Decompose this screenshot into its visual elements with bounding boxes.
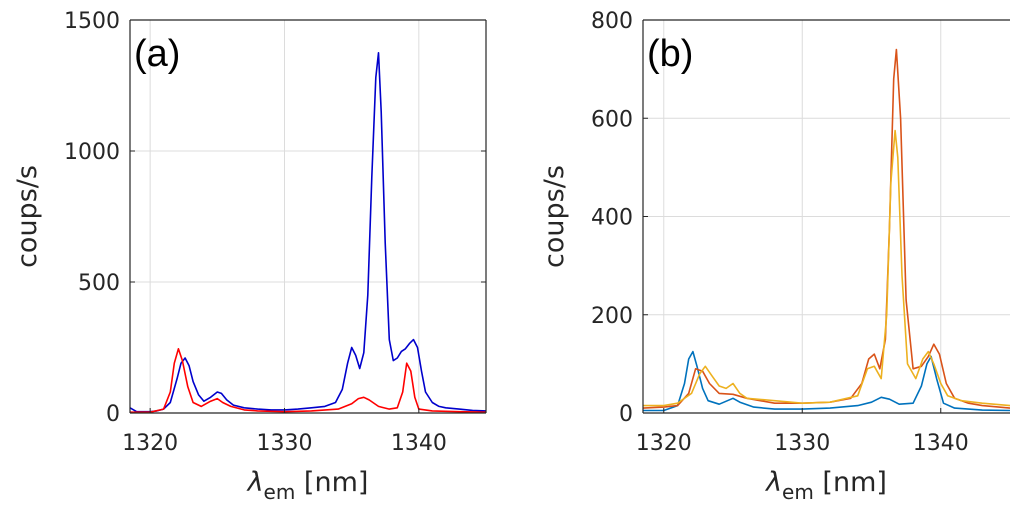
y-axis-label: coups/s xyxy=(12,165,43,268)
y-tick-label: 200 xyxy=(591,304,633,329)
panel-label: (a) xyxy=(134,33,180,75)
panel-a: 1320 1330 1340 0 500 1000 1500 (a) coups/s λem [n… xyxy=(12,9,486,504)
panel-b: 1320 1330 1340 0 200 400 600 800 (b) coups/s λem [… xyxy=(539,9,1010,504)
x-tick-label: 1330 xyxy=(256,431,312,456)
x-axis-label-unit: [nm] xyxy=(295,467,368,498)
y-tick-label: 400 xyxy=(591,206,633,231)
y-tick-label: 0 xyxy=(619,402,633,427)
x-tick-label: 1340 xyxy=(391,431,447,456)
x-axis-label-unit: [nm] xyxy=(814,467,887,498)
panel-label: (b) xyxy=(647,33,693,75)
y-tick-label: 0 xyxy=(106,402,120,427)
x-axis-label-subscript: em xyxy=(782,480,814,504)
series-line-1 xyxy=(130,53,486,412)
x-tick-label: 1320 xyxy=(636,431,692,456)
y-tick-label: 600 xyxy=(591,107,633,132)
x-tick-label: 1330 xyxy=(774,431,830,456)
y-tick-label: 500 xyxy=(78,271,120,296)
x-axis-label: λem [nm] xyxy=(246,467,369,504)
x-axis-label-subscript: em xyxy=(264,480,296,504)
x-axis-label-symbol: λ xyxy=(246,467,264,498)
y-tick-label: 1500 xyxy=(64,9,120,34)
y-axis-label: coups/s xyxy=(539,165,570,268)
x-axis-label-symbol: λ xyxy=(764,467,782,498)
y-tick-label: 1000 xyxy=(64,140,120,165)
series-line-3 xyxy=(643,131,1010,406)
x-tick-label: 1340 xyxy=(913,431,969,456)
x-axis-label: λem [nm] xyxy=(764,467,887,504)
x-tick-label: 1320 xyxy=(122,431,178,456)
series-line-2 xyxy=(643,50,1010,409)
y-tick-label: 800 xyxy=(591,9,633,34)
